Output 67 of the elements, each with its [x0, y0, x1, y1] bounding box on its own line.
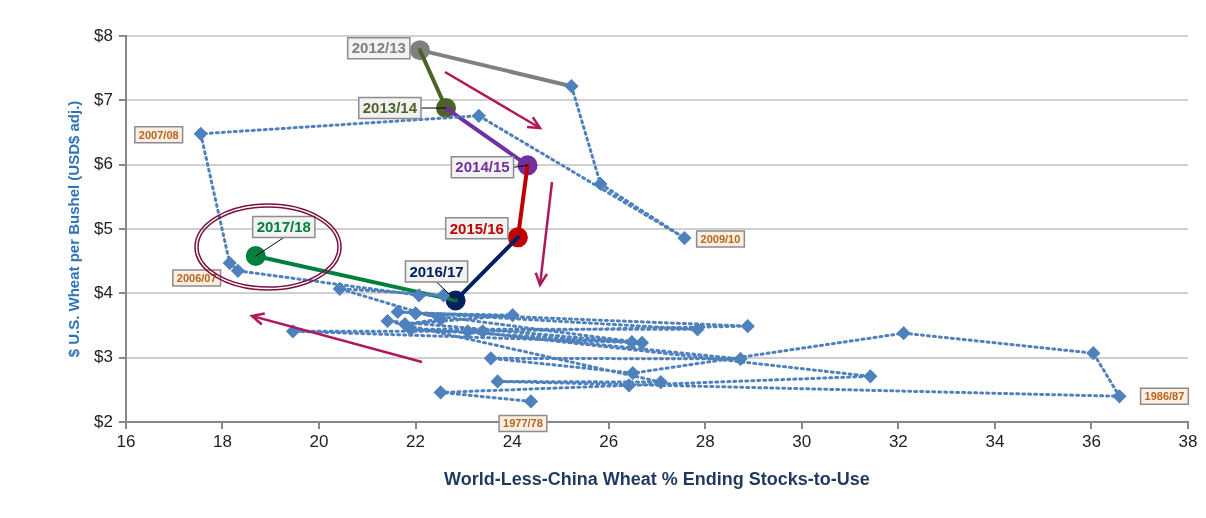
point	[524, 394, 538, 408]
point	[409, 306, 423, 320]
annotation: 2009/10	[700, 233, 741, 246]
annotation: 1977/78	[503, 417, 543, 430]
point	[625, 335, 639, 349]
y-tick-label: $7	[93, 90, 113, 110]
point	[381, 314, 395, 328]
y-tick-label: $3	[93, 347, 113, 367]
point	[691, 322, 705, 336]
annotation: 2014/15	[455, 158, 510, 176]
point	[677, 231, 691, 245]
annotation: 2013/14	[362, 99, 418, 117]
point	[437, 288, 451, 302]
x-axis-title: World-Less-China Wheat % Ending Stocks-to-Use	[444, 469, 870, 490]
point	[626, 366, 640, 380]
point	[491, 374, 505, 388]
point	[194, 127, 208, 141]
x-tick-label: 36	[1081, 431, 1101, 451]
point	[897, 326, 911, 340]
annotation: 2017/18	[256, 218, 311, 236]
x-tick-label: 24	[502, 431, 522, 451]
point	[245, 246, 266, 267]
point	[654, 375, 668, 389]
point	[476, 324, 490, 338]
point	[506, 308, 520, 322]
x-tick-label: 30	[792, 431, 812, 451]
point	[333, 282, 347, 296]
point	[741, 319, 755, 333]
point	[484, 351, 498, 365]
annotation: 2007/08	[138, 128, 179, 141]
point	[231, 264, 245, 278]
point	[461, 324, 475, 338]
point	[593, 177, 607, 191]
y-tick-label: $8	[93, 25, 113, 45]
annotation: 2012/13	[351, 39, 406, 57]
x-tick-label: 28	[695, 431, 715, 451]
y-tick-label: $5	[93, 218, 113, 238]
point	[434, 385, 448, 399]
x-tick-label: 22	[406, 431, 426, 451]
point	[434, 312, 448, 326]
y-tick-label: $6	[93, 154, 113, 174]
annotation: 2016/17	[409, 262, 464, 280]
x-tick-label: 16	[116, 431, 136, 451]
y-tick-label: $4	[93, 283, 113, 303]
point	[412, 288, 426, 302]
annotation: 2006/07	[176, 272, 217, 285]
point	[1112, 389, 1126, 403]
point	[733, 352, 747, 366]
x-tick-label: 32	[888, 431, 908, 451]
x-tick-label: 34	[985, 431, 1005, 451]
x-tick-label: 20	[309, 431, 329, 451]
annotation: 1986/87	[1144, 390, 1185, 403]
point	[622, 378, 636, 392]
x-tick-label: 38	[1178, 431, 1198, 451]
y-tick-label: $2	[93, 411, 113, 431]
point	[565, 79, 579, 93]
y-axis-title: $ U.S. Wheat per Bushel (USD$ adj.)	[65, 100, 83, 358]
point	[635, 336, 649, 350]
point	[472, 109, 486, 123]
x-tick-label: 18	[213, 431, 232, 451]
point	[391, 305, 405, 319]
point	[863, 369, 877, 383]
point	[223, 256, 237, 270]
point	[1086, 346, 1100, 360]
annotation: 2015/16	[449, 219, 504, 237]
x-tick-label: 26	[599, 431, 619, 451]
point	[398, 317, 412, 331]
